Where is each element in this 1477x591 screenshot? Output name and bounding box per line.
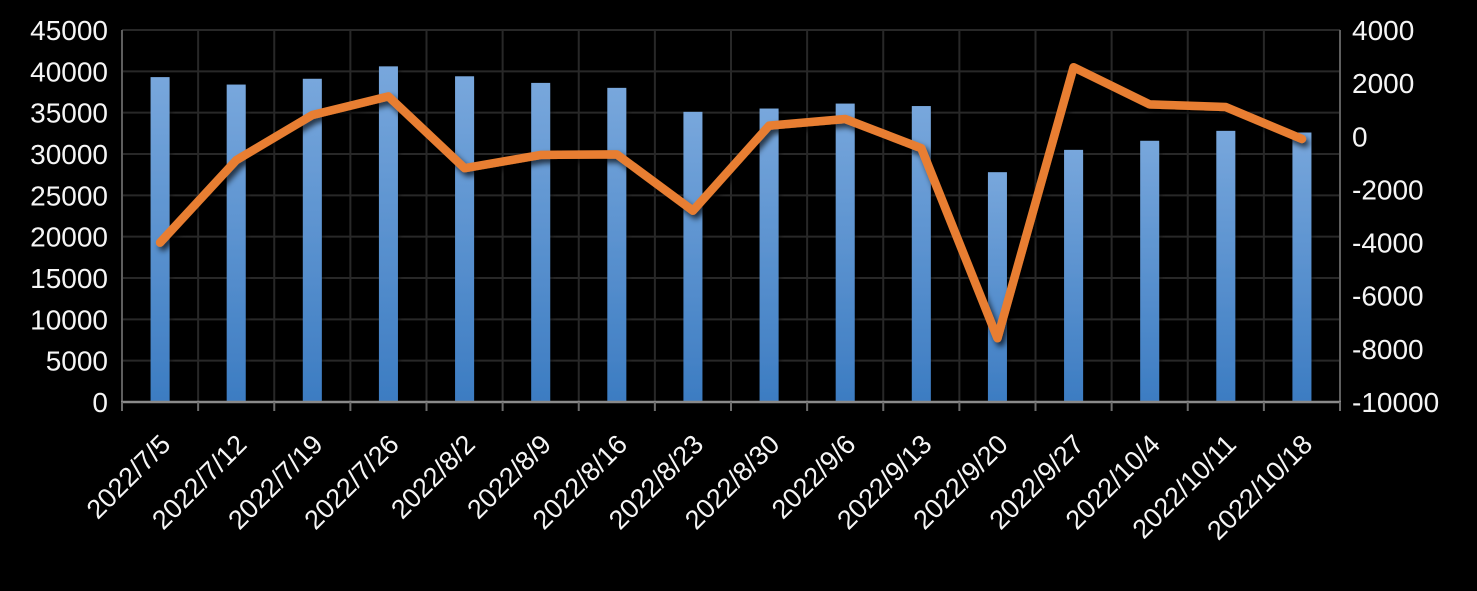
right-axis-tick-label: 2000	[1352, 68, 1414, 99]
gridlines-group	[122, 29, 1340, 402]
right-axis-tick-label: 0	[1352, 121, 1368, 152]
bar	[987, 172, 1007, 402]
right-axis-labels-group: -10000 -8000 -6000 -4000 -2000 0 2000 4000	[1352, 15, 1439, 418]
left-axis-tick-label: 20000	[30, 222, 108, 253]
left-axis-tick-label: 5000	[46, 346, 108, 377]
bar	[1064, 149, 1084, 402]
bar	[911, 106, 931, 402]
bar	[607, 87, 627, 402]
left-axis-tick-label: 45000	[30, 15, 108, 46]
right-axis-tick-label: -8000	[1352, 334, 1424, 365]
x-axis-label: 2022/8/2	[385, 429, 481, 525]
left-axis-labels-group: 0 5000 10000 15000 20000 25000 30000 35000 40000…	[30, 15, 108, 418]
left-axis-tick-label: 25000	[30, 180, 108, 211]
right-axis-tick-label: -2000	[1352, 174, 1424, 205]
bar	[531, 82, 551, 402]
left-axis-tick-label: 10000	[30, 304, 108, 335]
bar-series-group	[150, 66, 1312, 403]
bar	[226, 84, 246, 402]
bar	[835, 103, 855, 402]
axes-group	[121, 30, 1341, 411]
bar	[759, 108, 779, 403]
line-series-group	[155, 62, 1307, 343]
bar	[1140, 140, 1160, 403]
right-axis-tick-label: 4000	[1352, 15, 1414, 46]
bar	[1216, 130, 1236, 402]
right-axis-tick-label: -10000	[1352, 387, 1439, 418]
bar	[455, 76, 475, 402]
left-axis-tick-label: 0	[92, 387, 108, 418]
x-axis-labels-group: 2022/7/52022/7/122022/7/192022/7/262022/…	[81, 429, 1318, 546]
left-axis-tick-label: 35000	[30, 98, 108, 129]
right-axis-tick-label: -4000	[1352, 228, 1424, 259]
right-axis-tick-label: -6000	[1352, 281, 1424, 312]
line-series	[155, 62, 1307, 343]
left-axis-tick-label: 30000	[30, 139, 108, 170]
left-axis-tick-label: 15000	[30, 263, 108, 294]
left-axis-tick-label: 40000	[30, 56, 108, 87]
bar	[683, 111, 703, 402]
bar	[302, 78, 322, 403]
bar	[378, 66, 398, 402]
bar	[1292, 132, 1312, 403]
